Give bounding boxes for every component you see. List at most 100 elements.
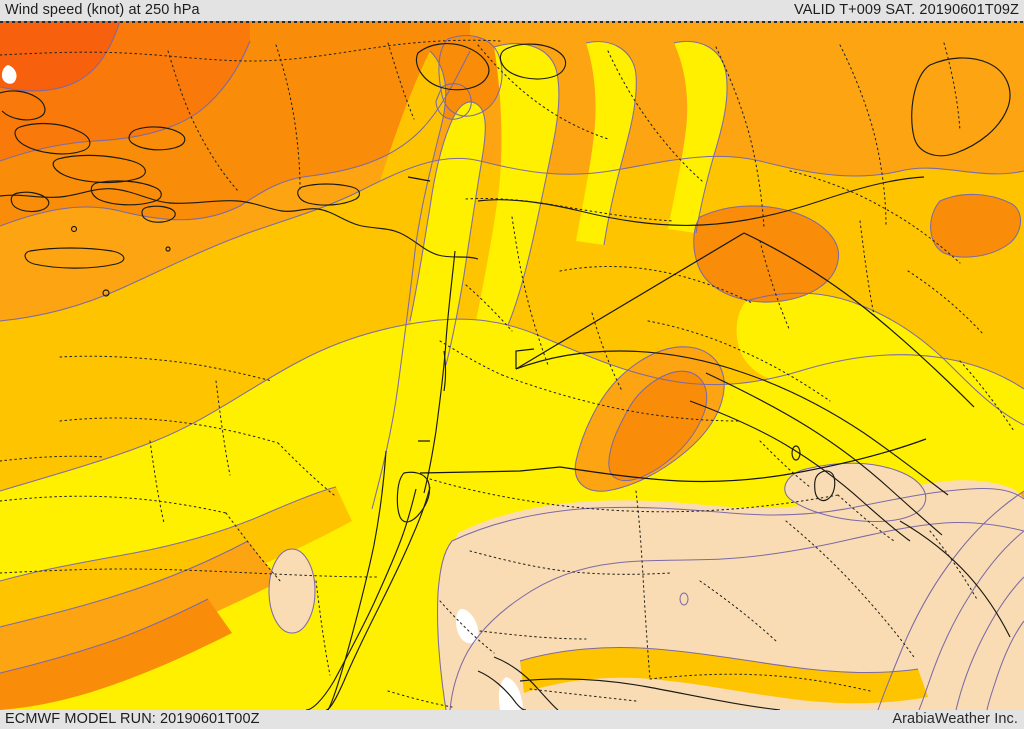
coastline-red-sea-east bbox=[325, 486, 431, 710]
border-line bbox=[465, 197, 675, 222]
contour-line bbox=[0, 50, 471, 227]
fill-moderate-south-strip bbox=[520, 647, 928, 704]
border-line bbox=[559, 265, 753, 304]
coastline-aegean-7 bbox=[141, 205, 176, 223]
border-line-solid bbox=[515, 348, 535, 369]
contour-line bbox=[449, 521, 1024, 710]
contour-line bbox=[268, 548, 316, 634]
border-line bbox=[215, 380, 231, 476]
border-line bbox=[837, 494, 895, 542]
border-line bbox=[225, 512, 283, 584]
border-line bbox=[465, 284, 513, 332]
border-line bbox=[59, 355, 273, 382]
border-line bbox=[429, 478, 839, 513]
coastline-oman bbox=[899, 520, 1011, 638]
border-line bbox=[759, 440, 811, 488]
coastline-caspian bbox=[911, 57, 1011, 157]
fill-lowest-red-sea bbox=[456, 608, 479, 644]
border-line bbox=[647, 320, 831, 402]
border-line bbox=[529, 688, 637, 702]
coastline-aegean-6 bbox=[10, 191, 50, 213]
fill-high-zagros bbox=[693, 205, 839, 303]
contour-line bbox=[673, 41, 728, 234]
map-raster bbox=[0, 21, 1024, 710]
border-line-solid bbox=[515, 232, 745, 370]
coastline-island-dot bbox=[102, 289, 110, 297]
fill-high-southwest-corner bbox=[0, 599, 232, 710]
border-line bbox=[699, 580, 777, 642]
border-line-solid bbox=[559, 466, 807, 483]
border-line bbox=[759, 240, 791, 332]
border-line bbox=[943, 42, 961, 132]
border-line-solid bbox=[419, 466, 561, 474]
coastline-qatar bbox=[814, 470, 836, 502]
border-line bbox=[479, 630, 587, 640]
border-line bbox=[439, 600, 495, 654]
country-borders bbox=[0, 39, 1015, 708]
contour-line bbox=[608, 370, 708, 482]
fill-low-yellow-gulf bbox=[736, 293, 1024, 461]
country-borders-solid bbox=[407, 176, 975, 483]
coastline-arabian-sea bbox=[519, 678, 781, 710]
coastlines bbox=[0, 43, 1011, 710]
shaded-contour-fills bbox=[0, 21, 1024, 710]
fill-very-low-isolated-cell bbox=[269, 549, 315, 633]
coastline-aegean-3 bbox=[52, 154, 146, 184]
fill-high-arabia-cell bbox=[608, 371, 707, 481]
border-line bbox=[591, 312, 623, 392]
contour-line bbox=[438, 35, 503, 117]
map-title: Wind speed (knot) at 250 hPa bbox=[5, 2, 200, 18]
coastline-horn bbox=[477, 670, 527, 710]
contour-lines bbox=[0, 21, 1024, 710]
border-line bbox=[789, 170, 961, 264]
contour-line bbox=[574, 346, 725, 492]
contour-line bbox=[693, 205, 840, 303]
model-run-label: ECMWF MODEL RUN: 20190601T00Z bbox=[5, 711, 260, 727]
contour-line bbox=[0, 598, 209, 674]
coastline-bahrain bbox=[791, 445, 801, 461]
fill-low-yellow-north-2 bbox=[576, 41, 637, 245]
border-line bbox=[907, 270, 985, 336]
valid-time-label: VALID T+009 SAT. 20190601T09Z bbox=[794, 2, 1019, 18]
contour-line bbox=[585, 41, 637, 246]
fill-very-low-gulf-lobe bbox=[784, 463, 926, 522]
border-line bbox=[511, 216, 549, 366]
fill-lowest-small bbox=[1, 65, 17, 84]
coastline-anatolia-south bbox=[0, 188, 479, 260]
coastline-levant bbox=[423, 250, 456, 494]
coastline-persian-gulf bbox=[689, 400, 911, 542]
border-line bbox=[275, 44, 301, 190]
fill-low-yellow-levant-tongue bbox=[410, 101, 486, 365]
coastline-black-sea-2 bbox=[499, 43, 567, 80]
contour-line bbox=[0, 21, 121, 92]
contour-line bbox=[409, 101, 486, 366]
coastline-aegean-5 bbox=[128, 126, 186, 151]
border-line bbox=[469, 550, 671, 575]
contour-line bbox=[986, 620, 1024, 710]
contour-line bbox=[877, 490, 1024, 710]
border-line bbox=[59, 417, 279, 444]
border-line-solid bbox=[743, 232, 975, 408]
border-line bbox=[839, 44, 887, 228]
attribution-label: ArabiaWeather Inc. bbox=[892, 711, 1018, 727]
border-line bbox=[0, 455, 105, 462]
border-line bbox=[959, 360, 1015, 432]
border-line bbox=[439, 340, 503, 376]
forecast-map[interactable] bbox=[0, 21, 1024, 710]
coastline-aegean-1 bbox=[0, 90, 46, 121]
border-line bbox=[785, 520, 915, 658]
border-line bbox=[167, 50, 239, 192]
coastline-horn-2 bbox=[493, 656, 559, 710]
fill-elevated-southwest bbox=[0, 541, 280, 689]
contour-line bbox=[493, 43, 560, 326]
fill-low-yellow-northeast bbox=[668, 41, 728, 234]
border-line bbox=[387, 42, 415, 120]
coastline-black-sea bbox=[415, 43, 490, 91]
coastline-nile bbox=[327, 450, 387, 710]
contour-line bbox=[0, 540, 249, 628]
border-line bbox=[315, 580, 331, 676]
coastline-red-sea-west bbox=[305, 488, 417, 710]
fill-low-yellow-north bbox=[476, 43, 559, 326]
contour-line bbox=[0, 318, 1024, 492]
